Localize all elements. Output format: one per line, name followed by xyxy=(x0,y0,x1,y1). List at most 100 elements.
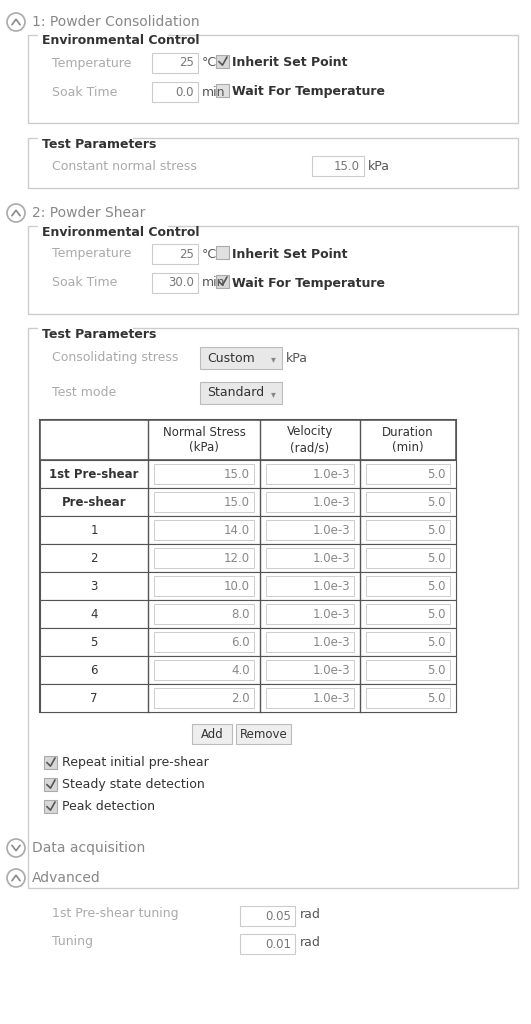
Text: 5.0: 5.0 xyxy=(427,664,446,677)
Text: Inherit Set Point: Inherit Set Point xyxy=(232,56,347,70)
Text: min: min xyxy=(202,85,226,98)
Text: 1: Powder Consolidation: 1: Powder Consolidation xyxy=(32,15,200,29)
Bar xyxy=(154,688,254,708)
Bar xyxy=(266,604,354,624)
Text: 2: 2 xyxy=(90,552,98,564)
Bar xyxy=(240,934,295,954)
Text: kPa: kPa xyxy=(368,160,390,172)
Text: 5: 5 xyxy=(90,636,98,648)
Text: 0.01: 0.01 xyxy=(265,938,291,950)
Circle shape xyxy=(7,13,25,31)
Bar xyxy=(366,660,450,680)
Text: rad: rad xyxy=(300,936,321,948)
Text: Test Parameters: Test Parameters xyxy=(42,328,156,341)
Bar xyxy=(38,327,133,340)
Text: 1.0e-3: 1.0e-3 xyxy=(312,496,350,509)
Text: 30.0: 30.0 xyxy=(168,276,194,290)
Bar xyxy=(28,138,518,188)
Text: Environmental Control: Environmental Control xyxy=(42,35,200,47)
Bar xyxy=(154,660,254,680)
Text: ▾: ▾ xyxy=(271,389,276,399)
Text: 1.0e-3: 1.0e-3 xyxy=(312,636,350,648)
Bar xyxy=(216,246,229,259)
Bar xyxy=(266,632,354,652)
Text: Repeat initial pre-shear: Repeat initial pre-shear xyxy=(62,756,209,769)
Bar xyxy=(40,460,456,488)
Text: 2: Powder Shear: 2: Powder Shear xyxy=(32,206,145,220)
Circle shape xyxy=(7,839,25,857)
Text: 5.0: 5.0 xyxy=(427,636,446,648)
Text: 25: 25 xyxy=(179,248,194,260)
Text: 2.0: 2.0 xyxy=(232,691,250,705)
Bar xyxy=(28,328,518,888)
Text: 15.0: 15.0 xyxy=(334,160,360,172)
Text: 15.0: 15.0 xyxy=(224,496,250,509)
Bar xyxy=(236,724,291,744)
Bar xyxy=(266,464,354,484)
Bar xyxy=(152,82,198,102)
Bar xyxy=(40,488,456,516)
Text: 12.0: 12.0 xyxy=(224,552,250,564)
Bar xyxy=(40,600,456,628)
Text: Add: Add xyxy=(201,727,224,740)
Bar xyxy=(38,225,168,238)
Text: 8.0: 8.0 xyxy=(232,607,250,621)
Bar xyxy=(38,137,133,150)
Text: 1.0e-3: 1.0e-3 xyxy=(312,468,350,480)
Bar xyxy=(216,275,229,288)
Text: °C: °C xyxy=(202,248,217,260)
Text: 6: 6 xyxy=(90,664,98,677)
Bar xyxy=(40,420,456,712)
Text: Velocity
(rad/s): Velocity (rad/s) xyxy=(287,426,333,455)
Bar xyxy=(28,35,518,123)
Text: 15.0: 15.0 xyxy=(224,468,250,480)
Bar xyxy=(216,84,229,97)
Bar xyxy=(44,800,57,813)
Text: 7: 7 xyxy=(90,691,98,705)
Text: kPa: kPa xyxy=(286,351,308,365)
Bar xyxy=(40,656,456,684)
Text: Standard: Standard xyxy=(207,386,264,399)
Bar xyxy=(154,492,254,512)
Bar xyxy=(200,382,282,404)
Bar xyxy=(266,575,354,596)
Bar xyxy=(154,520,254,540)
Text: 6.0: 6.0 xyxy=(232,636,250,648)
Text: Test mode: Test mode xyxy=(52,386,116,399)
Bar xyxy=(266,492,354,512)
Bar xyxy=(40,628,456,656)
Text: 1st Pre-shear: 1st Pre-shear xyxy=(49,468,139,480)
Bar xyxy=(40,516,456,544)
Bar xyxy=(366,604,450,624)
Text: 1.0e-3: 1.0e-3 xyxy=(312,580,350,593)
Text: 14.0: 14.0 xyxy=(224,523,250,537)
Bar xyxy=(366,548,450,568)
Text: Wait For Temperature: Wait For Temperature xyxy=(232,85,385,98)
Bar xyxy=(38,34,168,47)
Bar xyxy=(154,464,254,484)
Text: Advanced: Advanced xyxy=(32,871,101,885)
Text: 1: 1 xyxy=(90,523,98,537)
Text: Consolidating stress: Consolidating stress xyxy=(52,351,178,365)
Text: 0.0: 0.0 xyxy=(176,85,194,98)
Bar xyxy=(240,906,295,926)
Text: Test Parameters: Test Parameters xyxy=(42,137,156,151)
Text: 4.0: 4.0 xyxy=(232,664,250,677)
Bar xyxy=(40,544,456,572)
Text: 1.0e-3: 1.0e-3 xyxy=(312,552,350,564)
Text: 3: 3 xyxy=(90,580,98,593)
Circle shape xyxy=(7,204,25,222)
Text: 5.0: 5.0 xyxy=(427,691,446,705)
Text: Temperature: Temperature xyxy=(52,56,131,70)
Bar xyxy=(40,684,456,712)
Text: Duration
(min): Duration (min) xyxy=(382,426,434,455)
Bar xyxy=(216,55,229,68)
Text: 5.0: 5.0 xyxy=(427,496,446,509)
Text: Environmental Control: Environmental Control xyxy=(42,225,200,239)
Text: Soak Time: Soak Time xyxy=(52,85,117,98)
Bar xyxy=(28,226,518,314)
Bar xyxy=(152,273,198,293)
Text: 5.0: 5.0 xyxy=(427,523,446,537)
Text: 1st Pre-shear tuning: 1st Pre-shear tuning xyxy=(52,907,178,921)
Text: 0.05: 0.05 xyxy=(265,909,291,923)
